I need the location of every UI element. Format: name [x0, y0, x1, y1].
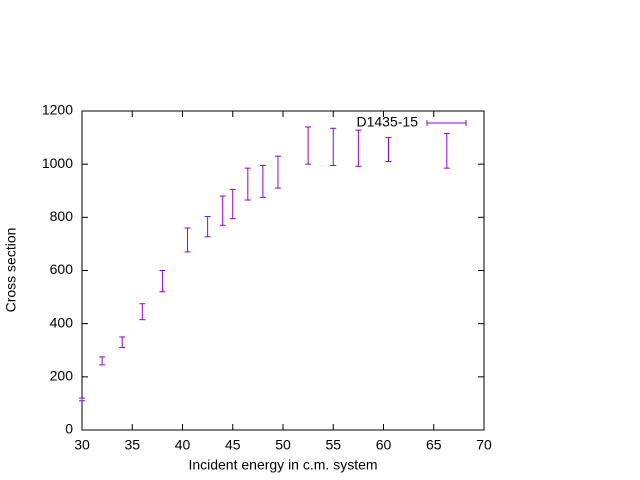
x-tick-label: 45 — [225, 437, 241, 453]
y-tick-label: 1200 — [42, 102, 73, 118]
x-tick-label: 55 — [325, 437, 341, 453]
y-tick-label: 400 — [50, 314, 74, 330]
error-bar — [443, 133, 450, 169]
y-tick-label: 200 — [50, 368, 74, 384]
x-tick-label: 30 — [74, 437, 90, 453]
x-axis-label: Incident energy in c.m. system — [188, 457, 377, 473]
error-bar — [159, 270, 166, 293]
error-bar — [219, 195, 226, 226]
x-tick-label: 65 — [426, 437, 442, 453]
y-tick-label: 600 — [50, 261, 74, 277]
x-tick-label: 35 — [124, 437, 140, 453]
error-bar — [355, 129, 362, 167]
error-bar — [244, 167, 251, 201]
x-tick-label: 70 — [476, 437, 492, 453]
error-bar — [259, 164, 266, 198]
x-tick-label: 40 — [175, 437, 191, 453]
legend-swatch — [426, 120, 467, 126]
error-bar — [184, 227, 191, 253]
error-bar — [274, 155, 281, 189]
x-tick-label: 50 — [275, 437, 291, 453]
legend-label: D1435-15 — [357, 114, 419, 130]
error-bar — [385, 137, 392, 163]
y-tick-label: 1000 — [42, 155, 73, 171]
error-bar — [330, 127, 337, 166]
error-bar — [119, 336, 126, 349]
y-axis-label: Cross section — [3, 228, 19, 313]
error-bar — [139, 303, 146, 321]
error-bar — [305, 126, 312, 165]
error-bar — [204, 216, 211, 238]
x-tick-label: 60 — [376, 437, 392, 453]
plot-frame — [81, 110, 485, 431]
error-bar — [79, 397, 85, 402]
error-bar — [99, 356, 106, 366]
error-bar — [229, 188, 236, 220]
y-tick-label: 0 — [65, 421, 73, 437]
y-tick-label: 800 — [50, 208, 74, 224]
